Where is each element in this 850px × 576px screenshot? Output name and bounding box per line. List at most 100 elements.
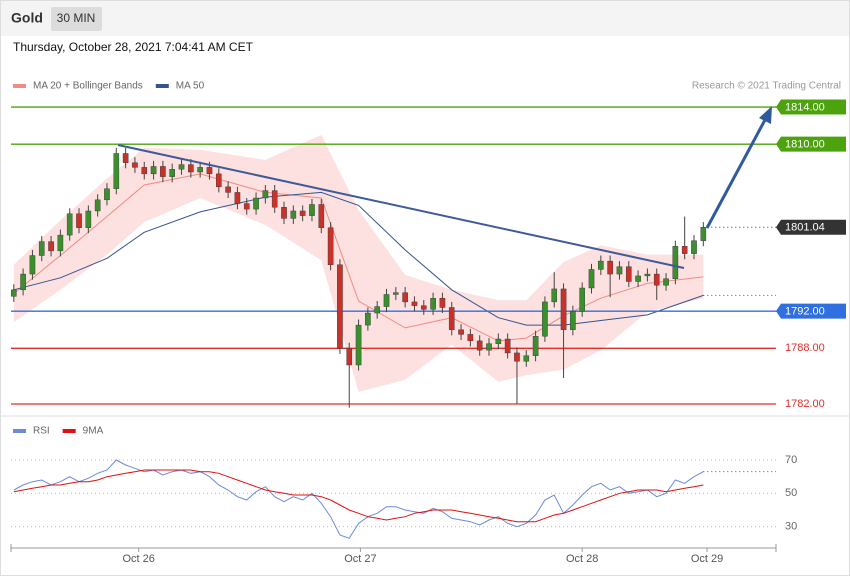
level-label: 1788.00 [785, 342, 825, 354]
legend-label: 9MA [83, 426, 104, 437]
candle-body [523, 355, 530, 362]
legend-swatch [155, 84, 169, 88]
legend-swatch [62, 429, 76, 433]
candle-body [560, 288, 567, 330]
candle-body [169, 169, 175, 177]
level-label: 1814.00 [785, 101, 825, 113]
candle-body [48, 241, 54, 252]
candle-body [122, 153, 129, 163]
candle-body [197, 167, 203, 173]
timestamp: Thursday, October 28, 2021 7:04:41 AM CE… [13, 40, 254, 54]
candle-body [113, 153, 120, 189]
candle-body [262, 190, 269, 199]
candle-body [85, 210, 92, 228]
candle-body [365, 312, 371, 326]
candle-body [700, 227, 707, 241]
candle-body [355, 324, 362, 366]
candle-body [653, 273, 660, 286]
interval-badge [51, 7, 102, 31]
candle-body [635, 275, 641, 282]
arrow-head [759, 106, 772, 124]
candle-body [411, 301, 418, 306]
candle-body [579, 287, 585, 312]
candle-body [458, 329, 464, 335]
candle-body [467, 334, 474, 342]
candle-body [439, 297, 446, 308]
legend-swatch [13, 84, 26, 88]
legend-label: MA 20 + Bollinger Bands [33, 81, 143, 92]
candle-body [253, 197, 259, 210]
x-tick-label: Oct 27 [344, 553, 376, 565]
ma-line [13, 191, 704, 326]
candle-body [616, 266, 623, 275]
candle-body [448, 307, 455, 330]
y-tick-label: 50 [785, 487, 797, 499]
y-tick-label: 30 [785, 521, 797, 533]
level-label: 1810.00 [785, 139, 825, 151]
level-label-box [776, 99, 846, 115]
candle-body [225, 186, 231, 193]
candle-body [588, 269, 595, 289]
candle-body [337, 264, 343, 349]
trendline [117, 144, 685, 269]
credit: Research © 2021 Trading Central [692, 81, 841, 92]
candle-body [393, 292, 399, 295]
candle-body [188, 164, 194, 173]
candle-body [66, 213, 73, 236]
legend-label: MA 50 [176, 81, 205, 92]
candle-body [150, 166, 157, 175]
candle-body [104, 188, 110, 201]
candle-body [309, 204, 315, 216]
candle-body [532, 336, 539, 356]
candle-body [94, 199, 101, 212]
level-label: 1792.00 [785, 306, 825, 318]
candle-body [402, 292, 408, 303]
candle-body [430, 297, 436, 310]
level-label: 1782.00 [785, 398, 825, 410]
candle-body [10, 289, 17, 297]
candle-body [625, 266, 632, 282]
candle-body [206, 167, 213, 175]
forecast-arrow [705, 117, 768, 229]
candle-body [243, 203, 250, 210]
candle-body [215, 173, 222, 188]
candle-body [38, 241, 45, 256]
header-bar [1, 1, 849, 36]
candle-body [383, 294, 390, 307]
candle-body [76, 213, 82, 228]
legend-label: RSI [33, 426, 50, 437]
candle-body [644, 273, 651, 277]
candle-body [551, 288, 558, 303]
candle-body [486, 343, 492, 351]
level-label-box [776, 219, 846, 235]
y-tick-label: 70 [785, 454, 797, 466]
x-tick-label: Oct 26 [122, 553, 154, 565]
candle-body [327, 227, 334, 265]
candle-body [681, 246, 688, 254]
interval: 30 MIN [57, 11, 96, 25]
level-label-box [776, 136, 846, 152]
level-label: 1801.04 [785, 222, 825, 234]
candle-body [141, 167, 148, 175]
candle-body [132, 162, 138, 168]
candle-body [281, 207, 287, 219]
x-tick-label: Oct 28 [566, 553, 598, 565]
candle-body [318, 204, 325, 228]
bollinger-band [13, 134, 704, 392]
rsi-line [13, 469, 704, 523]
candle-body [29, 255, 36, 275]
x-tick-label: Oct 29 [691, 553, 723, 565]
candle-body [607, 260, 613, 275]
candle-body [672, 246, 679, 279]
candle-body [57, 234, 64, 252]
candle-body [691, 240, 697, 254]
candle-body [542, 301, 548, 337]
candle-body [570, 310, 576, 330]
candle-body [234, 192, 241, 204]
instrument: Gold [11, 10, 43, 26]
candle-body [299, 210, 306, 216]
candle-body [290, 210, 297, 219]
candle-body [178, 164, 185, 170]
candle-body [374, 306, 380, 314]
